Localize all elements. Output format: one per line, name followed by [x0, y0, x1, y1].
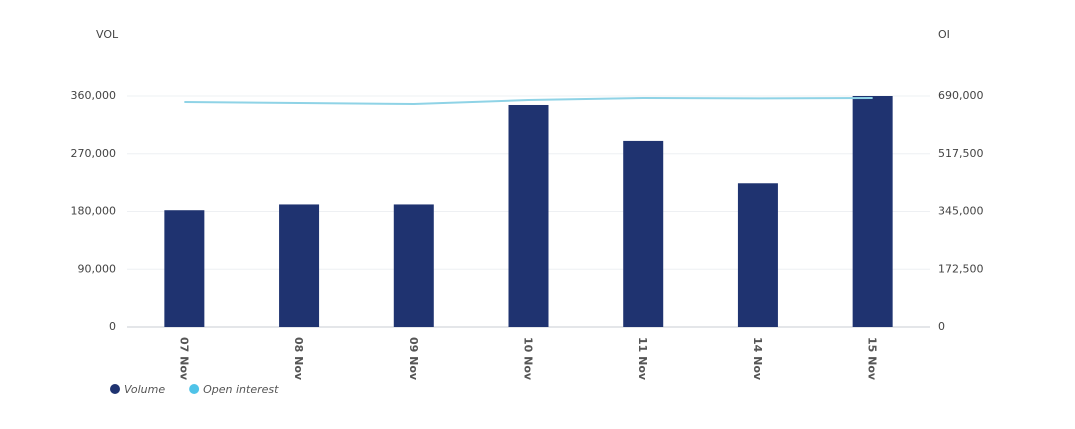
x-tick-label: 07 Nov	[177, 337, 190, 381]
bar	[623, 140, 664, 327]
legend-label: Volume	[124, 383, 165, 396]
x-tick-label: 09 Nov	[407, 337, 420, 381]
y2-tick-label: 345,000	[938, 205, 984, 218]
bar	[279, 204, 320, 327]
y2-tick-label: 517,500	[938, 147, 984, 160]
x-tick-label: 10 Nov	[522, 337, 535, 381]
y2-tick-label: 690,000	[938, 89, 984, 102]
legend-marker	[189, 384, 200, 394]
bar	[508, 104, 549, 327]
y2-axis-title: OI	[938, 28, 950, 41]
y-tick-label: 90,000	[78, 262, 117, 275]
legend-label: Open interest	[203, 383, 279, 396]
y-tick-label: 0	[109, 320, 116, 333]
y2-tick-label: 172,500	[938, 262, 984, 275]
line	[184, 97, 873, 106]
x-tick-label: 15 Nov	[866, 337, 879, 381]
y-tick-label: 270,000	[71, 147, 117, 160]
x-tick-label: 11 Nov	[636, 337, 649, 381]
x-tick-label: 08 Nov	[292, 337, 305, 381]
bar	[164, 210, 205, 327]
bar	[852, 96, 893, 327]
legend-marker	[110, 384, 120, 394]
bar	[393, 204, 434, 327]
y-tick-label: 360,000	[71, 89, 117, 102]
y-axis-title: VOL	[96, 28, 119, 41]
x-tick-label: 14 Nov	[751, 337, 764, 381]
y2-tick-label: 0	[938, 320, 945, 333]
bar	[737, 183, 778, 327]
y-tick-label: 180,000	[71, 205, 117, 218]
